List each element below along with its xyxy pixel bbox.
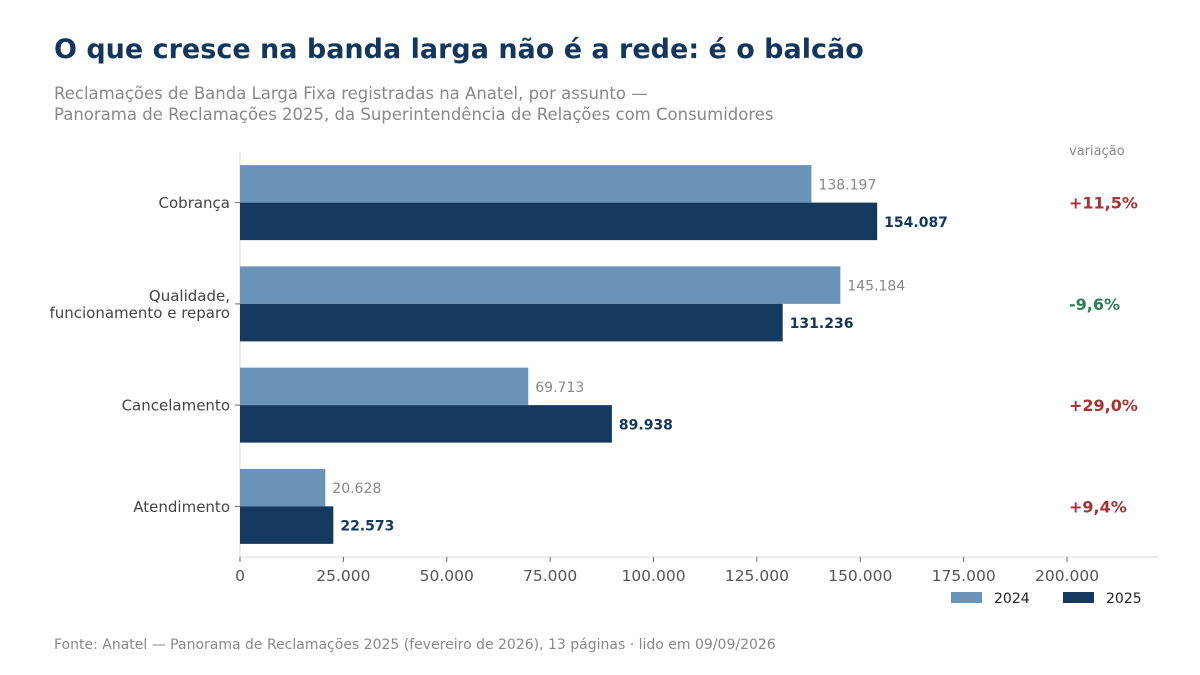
category-label: Atendimento [133, 498, 230, 516]
chart-title: O que cresce na banda larga não é a rede… [54, 34, 864, 65]
bar-2024 [240, 367, 529, 406]
subtitle-line-1: Reclamações de Banda Larga Fixa registra… [54, 84, 648, 103]
x-tick-label: 75.000 [523, 567, 577, 585]
variation-value: +9,4% [1069, 497, 1127, 516]
x-tick-label: 25.000 [316, 567, 370, 585]
source-note: Fonte: Anatel — Panorama de Reclamações … [54, 637, 776, 653]
category-label: Qualidade, [149, 287, 230, 305]
variation-value: +29,0% [1069, 396, 1138, 415]
bar-2025 [240, 405, 612, 443]
x-tick-label: 175.000 [932, 567, 996, 585]
bar-value-label-2025: 22.573 [340, 519, 394, 535]
variation-value: -9,6% [1069, 295, 1120, 314]
bar-value-label-2025: 89.938 [619, 417, 673, 433]
bar-2024 [240, 165, 812, 203]
x-tick-label: 150.000 [828, 567, 892, 585]
bar-value-label-2024: 69.713 [535, 380, 584, 396]
category-label: funcionamento e reparo [49, 304, 230, 322]
bar-2025 [240, 202, 878, 241]
category-label: Cancelamento [122, 397, 230, 415]
legend-label-2024: 2024 [994, 591, 1030, 607]
bar-value-label-2025: 131.236 [790, 316, 854, 332]
chart-subtitle: Reclamações de Banda Larga Fixa registra… [54, 83, 774, 125]
x-tick-label: 50.000 [420, 567, 474, 585]
bar-value-label-2025: 154.087 [884, 215, 948, 231]
variation-value: +11,5% [1069, 194, 1138, 213]
category-label: Cobrança [159, 194, 230, 212]
legend-swatch-2024 [951, 592, 982, 603]
bar-2025 [240, 303, 783, 342]
bar-value-label-2024: 138.197 [818, 177, 876, 193]
subtitle-line-2: Panorama de Reclamações 2025, da Superin… [54, 105, 774, 124]
bar-2024 [240, 468, 326, 507]
variation-header: variação [1069, 144, 1125, 159]
x-tick-label: 125.000 [725, 567, 789, 585]
bar-2024 [240, 266, 841, 304]
x-tick-label: 0 [235, 567, 245, 585]
bar-value-label-2024: 20.628 [332, 481, 381, 497]
legend-swatch-2025 [1063, 592, 1094, 603]
x-tick-label: 200.000 [1035, 567, 1099, 585]
legend-label-2025: 2025 [1106, 591, 1142, 607]
x-tick-label: 100.000 [621, 567, 685, 585]
bar-2025 [240, 506, 334, 544]
bar-value-label-2024: 145.184 [847, 279, 905, 295]
